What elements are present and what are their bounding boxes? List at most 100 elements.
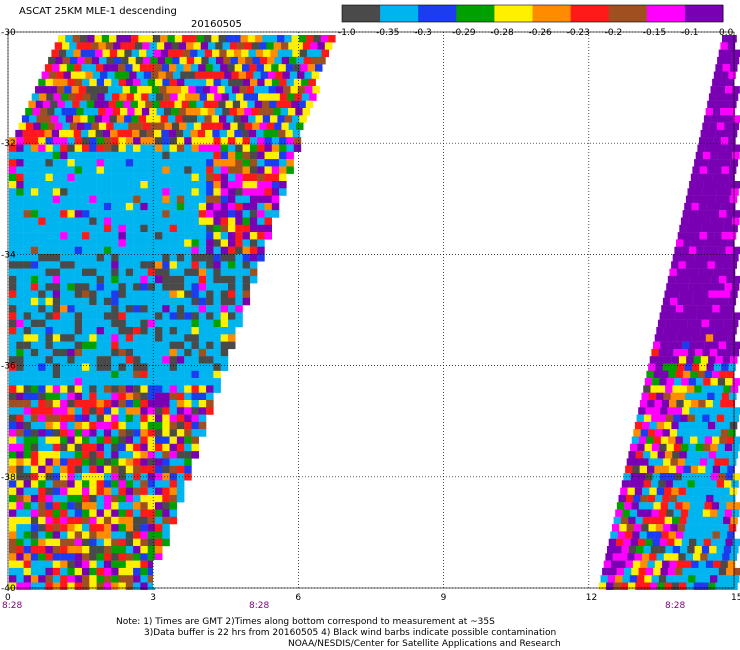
swath-cell bbox=[16, 538, 24, 547]
swath-cell bbox=[155, 246, 163, 255]
swath-cell bbox=[732, 246, 740, 255]
swath-cell bbox=[730, 319, 739, 328]
swath-cell bbox=[184, 137, 192, 145]
swath-cell bbox=[721, 458, 730, 466]
swath-cell bbox=[733, 567, 740, 576]
swath-cell bbox=[9, 502, 17, 510]
swath-cell bbox=[717, 283, 725, 291]
swath-cell bbox=[74, 582, 83, 590]
swath-cell bbox=[74, 166, 83, 174]
swath-cell bbox=[125, 356, 134, 364]
swath-cell bbox=[162, 312, 170, 320]
swath-cell bbox=[60, 575, 68, 583]
swath-cell bbox=[147, 319, 156, 328]
swath-cell bbox=[60, 458, 68, 466]
swath-cell bbox=[111, 202, 119, 211]
swath-cell bbox=[169, 64, 177, 72]
swath-cell bbox=[140, 246, 148, 255]
swath-cell bbox=[45, 487, 53, 496]
swath-cell bbox=[38, 575, 46, 583]
swath-cell bbox=[118, 283, 126, 291]
swath-cell bbox=[213, 348, 221, 357]
swath-cell bbox=[60, 465, 68, 474]
swath-cell bbox=[162, 305, 170, 313]
swath-cell bbox=[191, 254, 199, 262]
swath-cell bbox=[155, 217, 163, 225]
swath-cell bbox=[96, 159, 105, 167]
swath-cell bbox=[617, 531, 626, 539]
swath-cell bbox=[673, 348, 681, 357]
swath-cell bbox=[206, 400, 214, 408]
swath-cell bbox=[727, 400, 735, 408]
swath-cell bbox=[82, 224, 90, 233]
swath-cell bbox=[155, 363, 163, 371]
swath-cell bbox=[133, 575, 141, 583]
swath-cell bbox=[60, 363, 68, 371]
swath-cell bbox=[139, 64, 148, 72]
swath-cell bbox=[133, 78, 141, 87]
swath-cell bbox=[38, 363, 46, 371]
swath-cell bbox=[45, 290, 53, 298]
swath-cell bbox=[140, 553, 148, 561]
swath-cell bbox=[198, 429, 207, 437]
swath-cell bbox=[74, 254, 83, 262]
swath-cell bbox=[125, 166, 134, 174]
swath-cell bbox=[176, 494, 185, 503]
swath-cell bbox=[645, 567, 654, 576]
swath-cell bbox=[707, 458, 715, 466]
swath-cell bbox=[45, 159, 53, 167]
swath-cell bbox=[169, 232, 178, 240]
swath-cell bbox=[660, 567, 668, 576]
swath-cell bbox=[155, 327, 163, 335]
swath-cell bbox=[89, 421, 97, 430]
swath-cell bbox=[95, 49, 103, 58]
swath-cell bbox=[197, 49, 205, 58]
swath-cell bbox=[311, 71, 320, 79]
swath-cell bbox=[96, 582, 105, 590]
swath-cell bbox=[242, 239, 251, 247]
swath-cell bbox=[198, 334, 207, 342]
swath-cell bbox=[67, 487, 75, 496]
swath-cell bbox=[133, 319, 141, 328]
swath-cell bbox=[73, 115, 81, 123]
swath-cell bbox=[724, 414, 732, 423]
swath-cell bbox=[213, 254, 221, 262]
swath-cell bbox=[147, 546, 156, 554]
swath-cell bbox=[89, 195, 97, 204]
swath-cell bbox=[218, 35, 227, 43]
swath-cell bbox=[685, 458, 693, 466]
swath-cell bbox=[169, 341, 178, 350]
swath-cell bbox=[74, 458, 83, 466]
swath-cell bbox=[23, 443, 32, 452]
swath-cell bbox=[89, 407, 97, 415]
swath-cell bbox=[89, 327, 97, 335]
swath-cell bbox=[618, 494, 626, 503]
swath-cell bbox=[169, 443, 178, 452]
swath-cell bbox=[133, 137, 141, 145]
swath-cell bbox=[728, 166, 737, 174]
swath-cell bbox=[23, 144, 32, 152]
swath-cell bbox=[191, 151, 199, 160]
swath-cell bbox=[234, 64, 243, 72]
swath-cell bbox=[295, 42, 304, 50]
swath-cell bbox=[85, 71, 93, 79]
swath-cell bbox=[643, 546, 651, 554]
swath-cell bbox=[273, 108, 281, 116]
swath-cell bbox=[95, 129, 104, 138]
swath-cell bbox=[169, 202, 178, 211]
swath-cell bbox=[624, 567, 632, 576]
swath-cell bbox=[696, 473, 704, 481]
swath-cell bbox=[698, 173, 706, 182]
swath-cell bbox=[89, 261, 97, 269]
swath-cell bbox=[676, 239, 684, 247]
swath-cell bbox=[646, 502, 654, 510]
swath-cell bbox=[87, 35, 95, 43]
swath-cell bbox=[300, 64, 308, 72]
swath-cell bbox=[704, 341, 712, 350]
swath-cell bbox=[213, 261, 221, 269]
swath-cell bbox=[213, 159, 221, 167]
swath-cell bbox=[82, 305, 90, 313]
swath-cell bbox=[74, 144, 83, 152]
swath-cell bbox=[132, 64, 140, 72]
swath-cell bbox=[9, 297, 17, 306]
